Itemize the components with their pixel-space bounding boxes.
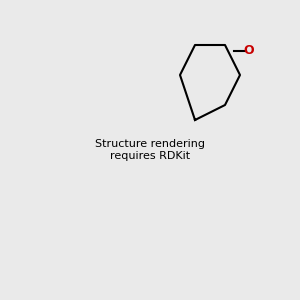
Text: O: O [244, 44, 254, 57]
Text: Structure rendering
requires RDKit: Structure rendering requires RDKit [95, 139, 205, 161]
